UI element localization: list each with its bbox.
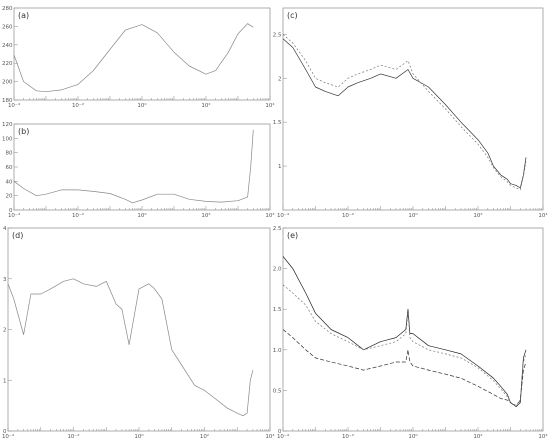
x-tick-label: 10⁻⁴ <box>8 212 21 219</box>
series-line-1 <box>282 38 527 189</box>
series-line-1 <box>7 278 254 417</box>
y-tick-label: 1.0 <box>273 348 282 354</box>
x-tick-label: 10⁴ <box>538 212 548 219</box>
series-line-2 <box>282 284 527 406</box>
y-tick-label: 1.5 <box>273 120 282 126</box>
x-tick-label: 10⁻² <box>342 212 354 219</box>
x-tick-label: 10⁰ <box>408 212 418 219</box>
x-tick-label: 10⁻⁴ <box>8 102 21 109</box>
x-tick-label: 10⁻² <box>67 433 79 440</box>
y-tick-label: 2.5 <box>273 226 282 232</box>
x-tick-label: 10² <box>201 212 210 219</box>
x-tick-label: 10⁴ <box>265 102 275 109</box>
x-tick-label: 10⁰ <box>137 212 147 219</box>
x-tick-label: 10⁰ <box>408 433 418 440</box>
plot-frame <box>13 123 271 211</box>
y-tick-label: 260 <box>2 24 13 30</box>
y-tick-label: 1 <box>3 378 7 384</box>
x-tick-label: 10⁴ <box>265 212 275 219</box>
y-tick-label: 0 <box>9 208 13 214</box>
y-tick-label: 100 <box>2 136 13 142</box>
x-tick-label: 10² <box>473 433 482 440</box>
panel-label: (a) <box>18 11 29 20</box>
y-tick-label: 220 <box>2 61 13 67</box>
x-tick-label: 10² <box>473 212 482 219</box>
panel-label: (b) <box>18 127 29 136</box>
y-tick-label: 280 <box>2 6 13 12</box>
y-tick-label: 4 <box>3 226 7 232</box>
y-tick-label: 1 <box>278 164 282 170</box>
y-tick-label: 120 <box>2 122 13 128</box>
series-line-1 <box>282 256 527 407</box>
y-tick-label: 1.5 <box>273 307 282 313</box>
plot-frame <box>13 7 271 101</box>
y-tick-label: 20 <box>6 194 13 200</box>
y-tick-label: 240 <box>2 43 13 49</box>
panel-e: 10⁻⁴ 10⁻² 10⁰ 10² 10⁴ 0 0.5 1.0 1.5 2.0 2.5 (e) <box>273 226 549 440</box>
y-tick-label: 0 <box>3 429 7 435</box>
y-tick-label: 60 <box>6 165 13 171</box>
panel-c: 10⁻⁴ 10⁻² 10⁰ 10² 10⁴ 1 1.5 2 2.5 (c) <box>273 7 548 219</box>
x-tick-label: 10⁻² <box>342 433 354 440</box>
y-tick-label: 2 <box>278 76 282 82</box>
series-line-3 <box>282 329 527 407</box>
panel-label: (e) <box>287 231 298 240</box>
x-tick-label: 10² <box>201 102 210 109</box>
y-tick-label: 0 <box>278 429 282 435</box>
x-tick-label: 10⁻² <box>72 212 84 219</box>
x-tick-label: 10⁰ <box>137 102 147 109</box>
panel-a: 10⁻⁴ 10⁻² 10⁰ 10² 10⁴ 180 200 220 240 260 280 (a) <box>2 6 275 109</box>
x-tick-label: 10⁻⁴ <box>277 212 290 219</box>
panel-d: 10⁻⁴ 10⁻² 10⁰ 10² 10⁴ 0 1 2 3 4 (d) <box>2 226 275 440</box>
plot-frame <box>282 7 544 211</box>
series-line-1 <box>13 129 254 204</box>
y-tick-label: 2.5 <box>273 32 282 38</box>
y-tick-label: 40 <box>6 179 13 185</box>
plot-frame <box>282 227 544 432</box>
x-tick-label: 10⁰ <box>134 433 144 440</box>
x-tick-label: 10⁻⁴ <box>277 433 290 440</box>
x-tick-label: 10⁻⁴ <box>2 433 15 440</box>
x-tick-label: 10⁴ <box>265 433 275 440</box>
series-line-1 <box>13 23 254 93</box>
x-tick-label: 10⁴ <box>538 433 548 440</box>
series-line-2 <box>282 34 527 191</box>
panel-label: (d) <box>12 231 23 240</box>
y-tick-label: 180 <box>2 98 13 104</box>
y-tick-label: 3 <box>3 277 7 283</box>
panel-label: (c) <box>287 11 298 20</box>
plot-frame <box>7 227 271 432</box>
y-tick-label: 2.0 <box>273 267 282 273</box>
x-tick-label: 10⁻² <box>72 102 84 109</box>
y-tick-label: 2 <box>3 328 7 334</box>
x-tick-label: 10² <box>200 433 209 440</box>
y-tick-label: 0.5 <box>273 388 282 394</box>
y-tick-label: 200 <box>2 80 13 86</box>
y-tick-label: 80 <box>6 151 13 157</box>
panel-b: 10⁻⁴ 10⁻² 10⁰ 10² 10⁴ 0 20 40 60 80 100 120 (b) <box>2 122 275 219</box>
